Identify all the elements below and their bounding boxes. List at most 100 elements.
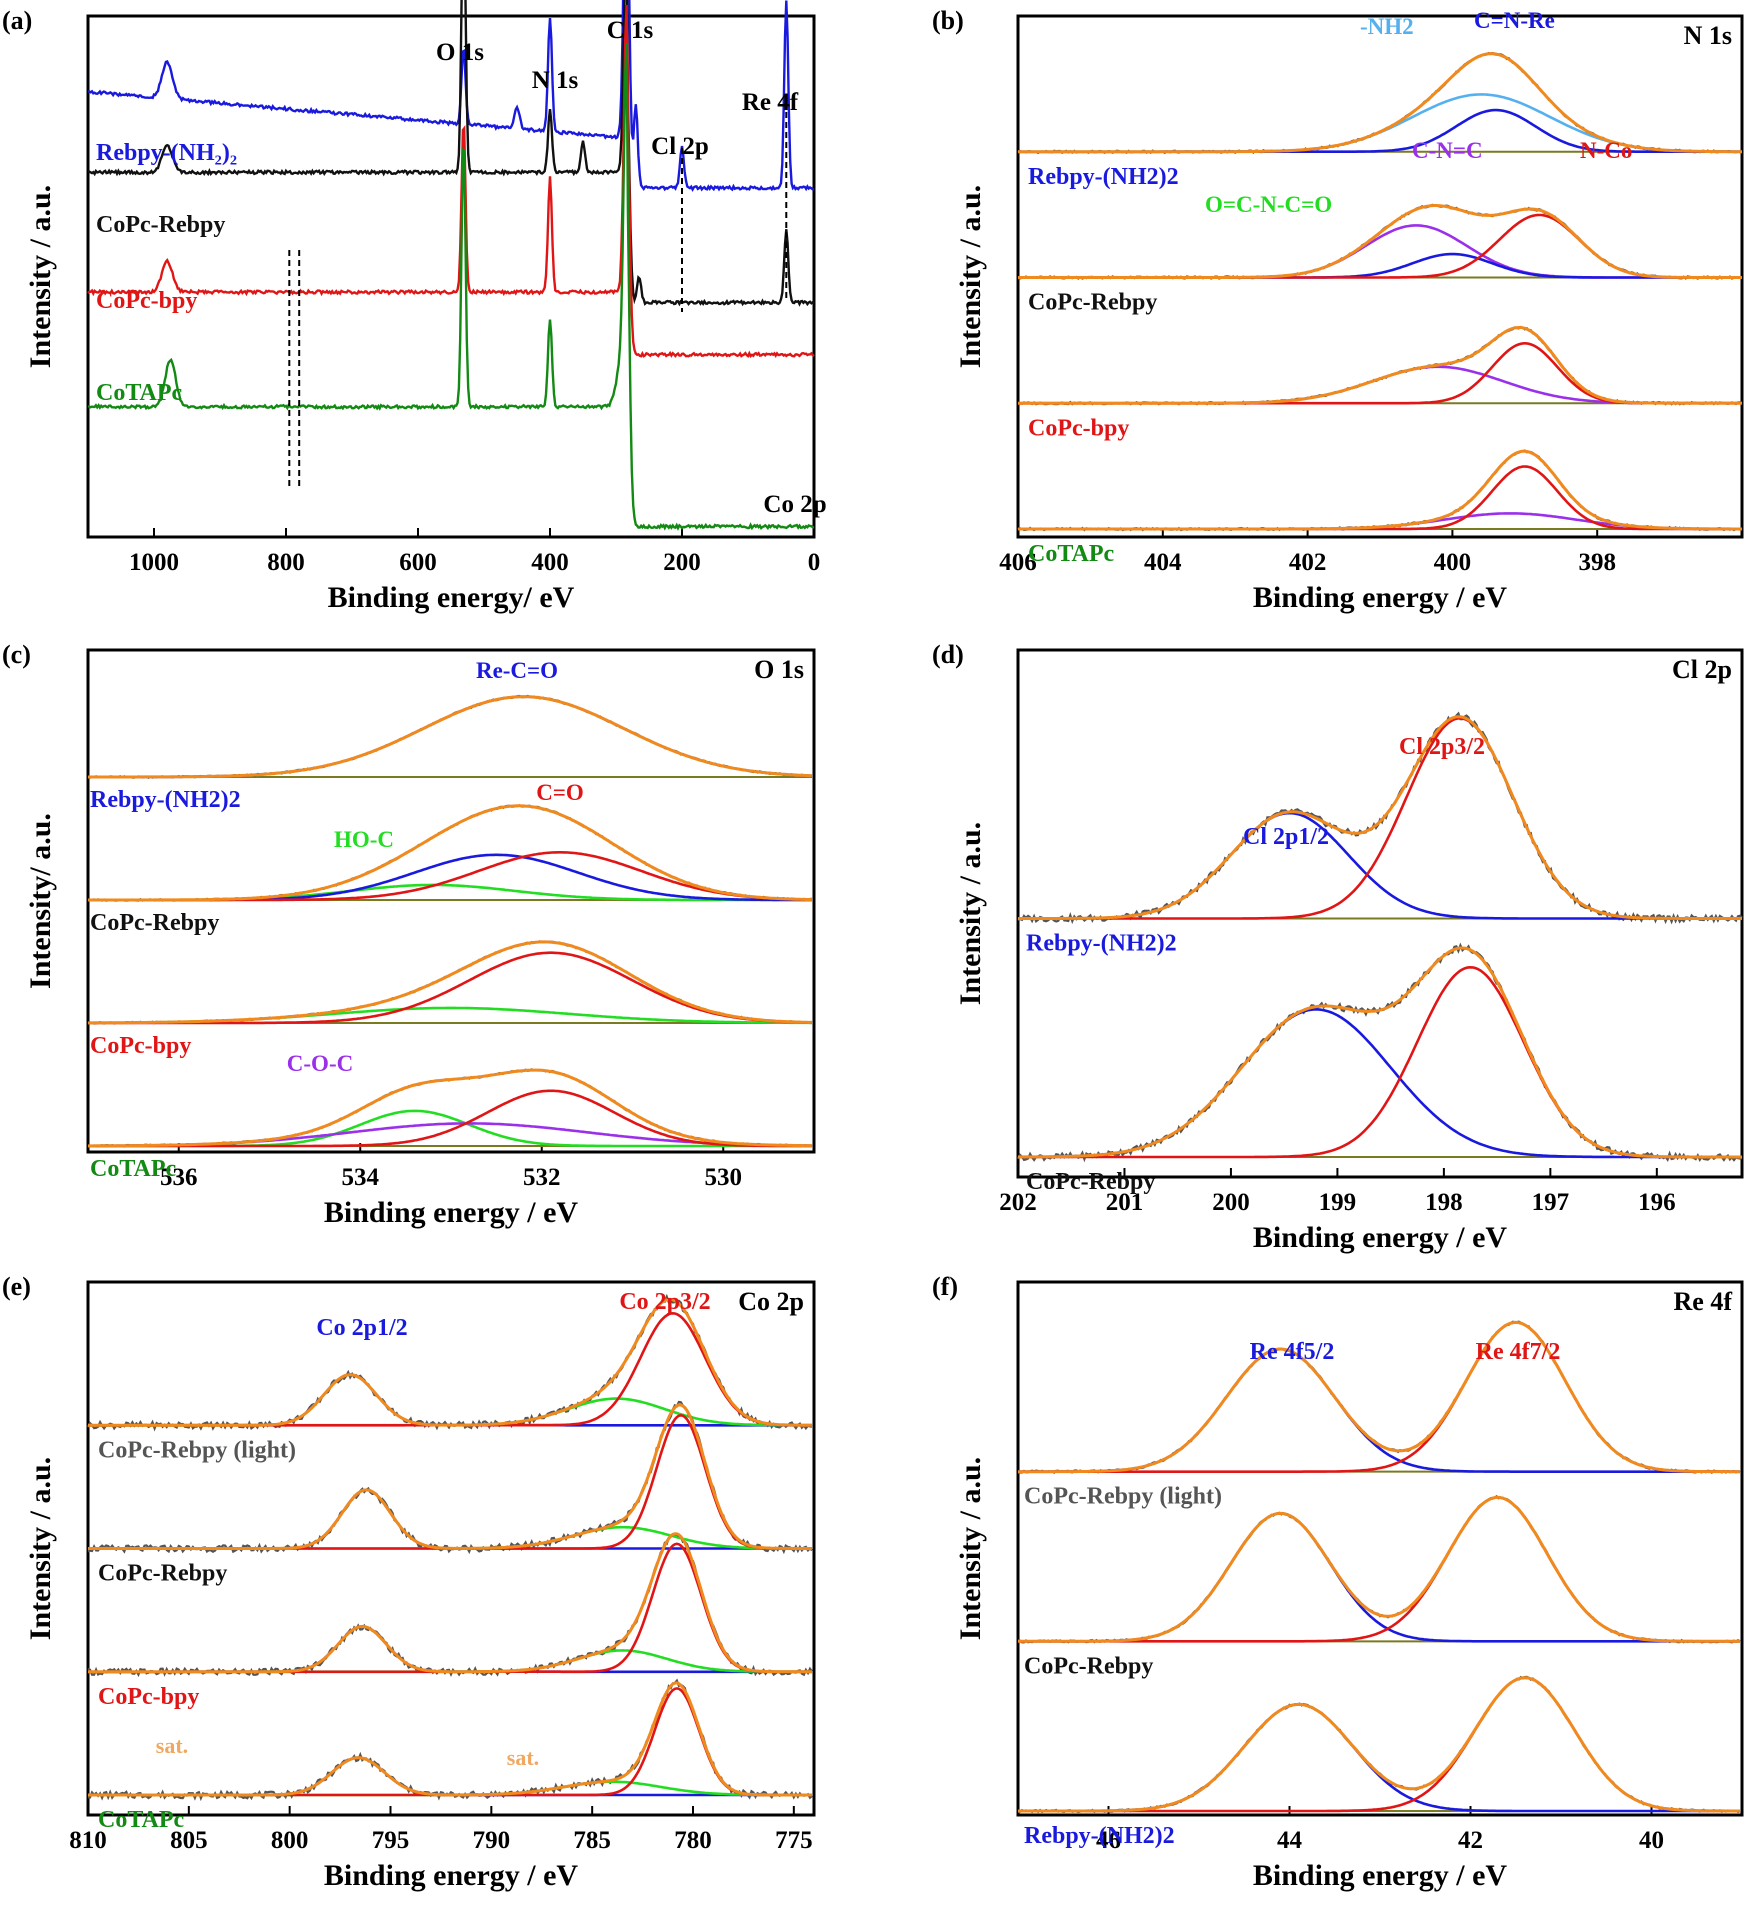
- fit-envelope: [88, 1532, 812, 1674]
- fit-Cl 2p1/2: [1018, 811, 1742, 920]
- sample-label: CoTAPc: [90, 1156, 177, 1182]
- panel-1: 406 404 402 400 398 Binding energy / eV Intens…: [932, 6, 1744, 614]
- x-tick-label: 402: [1289, 549, 1327, 576]
- fit-C=O: [88, 951, 813, 1025]
- series-label: CoPc-Rebpy: [96, 212, 225, 238]
- peak-label: N-Co: [1580, 138, 1632, 163]
- fit-envelope: [1018, 52, 1742, 154]
- raw-spectrum: [87, 1293, 813, 1432]
- x-tick-label: 200: [1212, 1189, 1250, 1216]
- raw-spectrum: [1017, 1495, 1741, 1644]
- x-tick-label: 44: [1277, 1827, 1303, 1854]
- survey-CoPc-bpy: [87, 4, 815, 359]
- x-tick-label: 600: [399, 549, 437, 576]
- fit-Re 4f7/2: [1018, 1676, 1740, 1813]
- peak-label: Re-C=O: [476, 658, 558, 683]
- plot-frame: [1016, 1280, 1744, 1817]
- panel-label: (a): [2, 6, 32, 35]
- x-tick-label: 406: [999, 549, 1037, 576]
- raw-spectrum: [1017, 1320, 1741, 1475]
- panel-title: Cl 2p: [1672, 655, 1732, 684]
- peak-label: C-O-C: [287, 1051, 353, 1076]
- fit-envelope: [88, 695, 813, 779]
- raw-spectrum: [1017, 325, 1743, 406]
- x-tick-label: 202: [999, 1189, 1037, 1216]
- x-tick-label: 532: [523, 1164, 561, 1191]
- fit-envelope: [1018, 1495, 1740, 1643]
- sample-label: CoPc-Rebpy: [98, 1561, 227, 1587]
- x-tick-label: 530: [705, 1164, 743, 1191]
- peak-label: sat.: [507, 1745, 539, 1770]
- x-tick-label: 42: [1458, 1827, 1483, 1854]
- peak-label: HO-C: [334, 827, 394, 852]
- peak-label: Co 2p3/2: [619, 1289, 710, 1315]
- x-tick-label: 536: [160, 1164, 198, 1191]
- peak-label: Re 4f7/2: [1476, 1339, 1561, 1365]
- x-tick-label: 398: [1578, 549, 1616, 576]
- fit-envelope: [1017, 946, 1742, 1159]
- fit-Re-C=O: [88, 853, 812, 902]
- x-tick-label: 400: [1434, 549, 1472, 576]
- fit-N-Co: [1018, 341, 1742, 405]
- fit-C-N=C: [1018, 365, 1742, 405]
- x-tick-label: 199: [1319, 1189, 1357, 1216]
- panel-2: 536 534 532 530 Binding energy / eV Intensity…: [2, 640, 816, 1229]
- y-axis-label: Intensity / a.u.: [954, 822, 987, 1005]
- x-tick-label: 404: [1144, 549, 1182, 576]
- x-axis-label: Binding energy / eV: [1253, 581, 1508, 614]
- sample-label: Rebpy-(NH2)2: [1026, 931, 1177, 957]
- plot-frame: [1016, 648, 1744, 1179]
- sample-label: CoTAPc: [1028, 541, 1115, 567]
- fit-Co 2p1/2: [88, 1373, 812, 1427]
- sample-label: CoTAPc: [98, 1807, 185, 1833]
- x-axis-label: Binding energy / eV: [1253, 1859, 1508, 1892]
- panel-0: 1000 800 600 400 200 0 Binding energy/ eV Inten…: [2, 0, 827, 614]
- x-tick-label: 196: [1638, 1189, 1676, 1216]
- peak-label: O 1s: [436, 39, 484, 66]
- fit-envelope: [1018, 1320, 1740, 1474]
- x-tick-label: 534: [342, 1164, 380, 1191]
- panel-title: O 1s: [754, 655, 804, 684]
- raw-spectrum: [1017, 203, 1743, 280]
- fit-Co 2p1/2: [88, 1488, 812, 1550]
- fit-envelope: [88, 940, 812, 1025]
- panel-3: 202 201 200 199 198 197 196 Binding energy / eV…: [932, 640, 1744, 1254]
- fit-N-Co: [1018, 213, 1742, 279]
- raw-spectrum: [1017, 711, 1743, 925]
- y-axis-label: Intensity / a.u.: [954, 1457, 987, 1640]
- peak-label: Cl 2p3/2: [1399, 734, 1485, 760]
- peak-label: sat.: [156, 1733, 188, 1758]
- x-tick-label: 1000: [129, 549, 179, 576]
- peak-label: Re 4f5/2: [1250, 1339, 1335, 1365]
- fit--NH2: [1018, 93, 1742, 153]
- fit-C=O: [88, 1089, 812, 1148]
- raw-spectrum: [87, 694, 813, 779]
- x-axis-label: Binding energy / eV: [1253, 1221, 1508, 1254]
- peak-label: N 1s: [532, 67, 579, 94]
- x-tick-label: 785: [573, 1827, 611, 1854]
- peak-label: C=N-Re: [1474, 8, 1555, 33]
- x-tick-label: 200: [663, 549, 701, 576]
- fit-envelope: [88, 1068, 813, 1148]
- fit-envelope: [1018, 204, 1742, 279]
- series-label: CoPc-bpy: [96, 288, 197, 314]
- fit-sat.: [88, 1397, 812, 1427]
- x-tick-label: 810: [69, 1827, 107, 1854]
- fit-Cl 2p3/2: [1018, 965, 1742, 1159]
- fit-envelope: [1018, 326, 1742, 405]
- x-tick-label: 198: [1425, 1189, 1463, 1216]
- panel-label: (d): [932, 640, 964, 669]
- x-tick-label: 46: [1096, 1827, 1121, 1854]
- sample-label: Rebpy-(NH2)2: [1028, 164, 1179, 190]
- series-label: CoTAPc: [96, 380, 183, 406]
- x-axis-label: Binding energy/ eV: [328, 581, 575, 614]
- sample-label: CoPc-Rebpy (light): [98, 1437, 296, 1463]
- y-axis-label: Intensity/ a.u.: [24, 813, 57, 989]
- fit-envelope: [88, 804, 813, 902]
- fit-Re 4f7/2: [1018, 1496, 1740, 1643]
- peak-label: C=O: [536, 780, 584, 805]
- peak-label: Cl 2p1/2: [1243, 824, 1329, 850]
- fit-Co 2p3/2: [88, 1311, 812, 1427]
- fit-Cl 2p1/2: [1017, 1008, 1742, 1159]
- fit-sat.: [88, 1525, 812, 1550]
